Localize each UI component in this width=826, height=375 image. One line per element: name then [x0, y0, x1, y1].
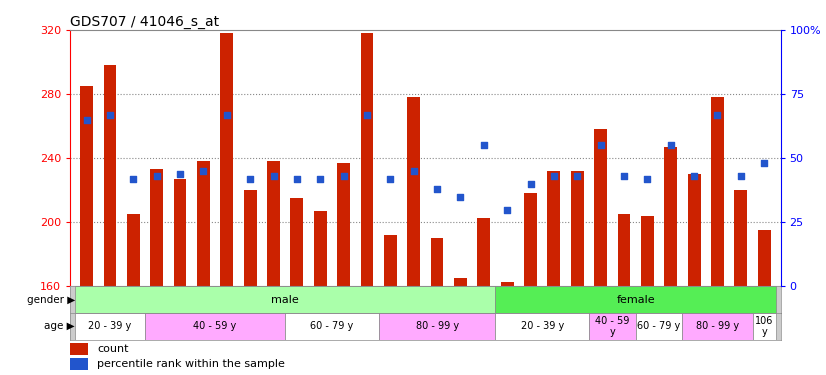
Bar: [496, 286, 776, 313]
Point: [384, 176, 397, 182]
Text: 80 - 99 y: 80 - 99 y: [415, 321, 458, 332]
Bar: [641, 216, 654, 286]
Point: [571, 173, 584, 179]
Point: [524, 181, 537, 187]
Bar: [244, 190, 257, 286]
Point: [337, 173, 350, 179]
Text: 80 - 99 y: 80 - 99 y: [696, 321, 739, 332]
Bar: [618, 214, 630, 286]
Point: [664, 142, 677, 148]
Text: 106
y: 106 y: [755, 316, 773, 337]
Point: [757, 160, 771, 166]
Point: [221, 112, 234, 118]
Bar: [70, 343, 88, 355]
Bar: [734, 190, 748, 286]
Bar: [571, 171, 584, 286]
Bar: [525, 194, 537, 286]
Point: [360, 112, 373, 118]
Bar: [145, 313, 285, 340]
Point: [103, 112, 116, 118]
Bar: [80, 86, 93, 286]
Text: 40 - 59
y: 40 - 59 y: [596, 316, 629, 337]
Bar: [664, 147, 677, 286]
Bar: [752, 313, 776, 340]
Bar: [548, 171, 560, 286]
Text: gender ▶: gender ▶: [26, 295, 75, 305]
Point: [407, 168, 420, 174]
Bar: [360, 33, 373, 286]
Bar: [589, 313, 636, 340]
Text: count: count: [97, 344, 129, 354]
Bar: [711, 98, 724, 286]
Bar: [70, 358, 88, 370]
Bar: [477, 217, 491, 286]
Point: [548, 173, 561, 179]
Bar: [75, 313, 145, 340]
Bar: [407, 98, 420, 286]
Bar: [291, 198, 303, 286]
Point: [594, 142, 607, 148]
Text: 60 - 79 y: 60 - 79 y: [638, 321, 681, 332]
Bar: [267, 161, 280, 286]
Point: [197, 168, 210, 174]
Point: [150, 173, 164, 179]
Point: [734, 173, 748, 179]
Text: 40 - 59 y: 40 - 59 y: [193, 321, 237, 332]
Text: male: male: [271, 295, 299, 305]
Bar: [314, 211, 326, 286]
Point: [687, 173, 700, 179]
Bar: [384, 235, 396, 286]
Point: [290, 176, 303, 182]
Bar: [103, 65, 116, 286]
Point: [126, 176, 140, 182]
Bar: [337, 163, 350, 286]
Point: [314, 176, 327, 182]
Text: GDS707 / 41046_s_at: GDS707 / 41046_s_at: [70, 15, 220, 29]
Bar: [636, 313, 682, 340]
Bar: [757, 230, 771, 286]
Bar: [430, 238, 444, 286]
Text: female: female: [616, 295, 655, 305]
Bar: [285, 313, 378, 340]
Point: [80, 117, 93, 123]
Bar: [75, 286, 496, 313]
Text: age ▶: age ▶: [45, 321, 75, 332]
Bar: [197, 161, 210, 286]
Point: [711, 112, 724, 118]
Point: [617, 173, 630, 179]
Bar: [454, 278, 467, 286]
Point: [501, 207, 514, 213]
Bar: [127, 214, 140, 286]
Bar: [378, 313, 496, 340]
Point: [430, 186, 444, 192]
Bar: [682, 313, 752, 340]
Point: [641, 176, 654, 182]
Text: 20 - 39 y: 20 - 39 y: [520, 321, 564, 332]
Bar: [150, 170, 163, 286]
Text: 20 - 39 y: 20 - 39 y: [88, 321, 131, 332]
Point: [477, 142, 491, 148]
Text: percentile rank within the sample: percentile rank within the sample: [97, 358, 285, 369]
Point: [244, 176, 257, 182]
Bar: [496, 313, 589, 340]
Bar: [594, 129, 607, 286]
Point: [173, 171, 187, 177]
Bar: [173, 179, 187, 286]
Text: 60 - 79 y: 60 - 79 y: [311, 321, 354, 332]
Point: [267, 173, 280, 179]
Point: [453, 194, 467, 200]
Bar: [501, 282, 514, 286]
Bar: [221, 33, 233, 286]
Bar: [688, 174, 700, 286]
